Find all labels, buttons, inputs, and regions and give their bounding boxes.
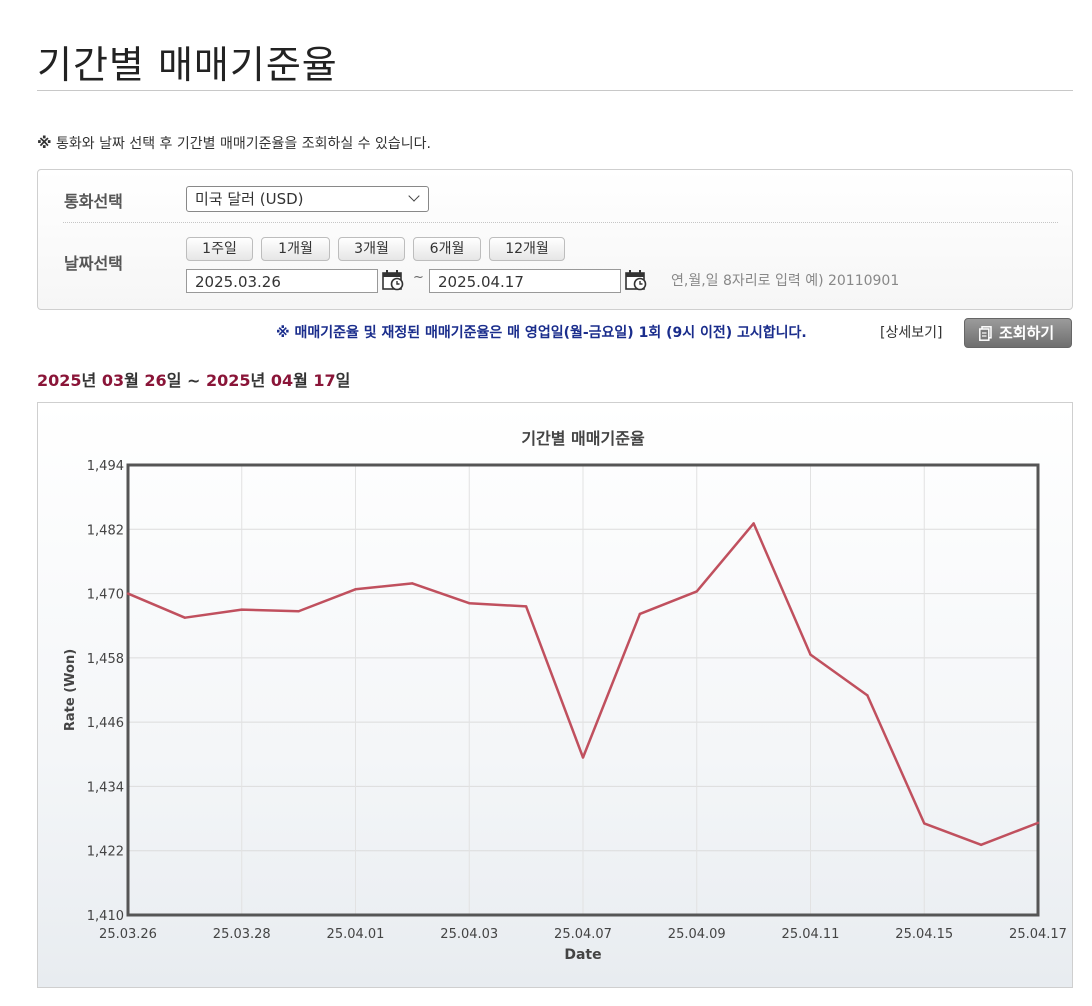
data-point bbox=[809, 653, 812, 656]
range-month-unit: 월 bbox=[293, 371, 308, 390]
range-month-unit: 월 bbox=[124, 371, 139, 390]
chevron-down-icon bbox=[408, 190, 420, 202]
data-point bbox=[1036, 821, 1040, 825]
range-year-unit: 년 bbox=[250, 371, 266, 390]
notice-message: 통화와 날짜 선택 후 기간별 매매기준율을 조회하실 수 있습니다. bbox=[51, 136, 431, 152]
currency-label: 통화선택 bbox=[64, 192, 123, 211]
y-tick-label: 1,458 bbox=[87, 652, 124, 667]
date-format-hint: 연,월,일 8자리로 입력 예) 20110901 bbox=[671, 273, 900, 289]
data-point bbox=[468, 602, 471, 605]
page-title: 기간별 매매기준율 bbox=[37, 43, 338, 87]
y-tick-label: 1,410 bbox=[87, 909, 124, 924]
data-point bbox=[695, 590, 698, 593]
x-tick-label: 25.03.28 bbox=[213, 927, 271, 942]
data-point bbox=[183, 616, 187, 619]
currency-select[interactable]: 미국 달러 (USD) bbox=[186, 186, 429, 212]
data-point bbox=[638, 612, 642, 616]
x-tick-label: 25.04.01 bbox=[327, 927, 385, 942]
x-tick-label: 25.04.11 bbox=[782, 927, 840, 942]
range-start-day: 26 bbox=[144, 371, 167, 390]
x-tick-label: 25.04.15 bbox=[895, 927, 953, 942]
data-point bbox=[240, 608, 243, 611]
range-start-year: 2025 bbox=[37, 371, 82, 390]
query-button[interactable]: 조회하기 bbox=[964, 318, 1072, 348]
x-tick-label: 25.03.26 bbox=[99, 927, 157, 942]
range-end-day: 17 bbox=[313, 371, 336, 390]
x-tick-label: 25.04.17 bbox=[1009, 927, 1067, 942]
y-tick-label: 1,482 bbox=[87, 523, 124, 538]
line-chart-svg: 기간별 매매기준율 Rate (Won) Date 1,410 1,422 1,43… bbox=[63, 429, 1067, 963]
range-day-unit: 일 bbox=[335, 371, 351, 390]
x-tick-label: 25.04.03 bbox=[440, 927, 498, 942]
range-separator: ~ bbox=[181, 371, 206, 390]
x-tick-label: 25.04.09 bbox=[668, 927, 726, 942]
data-point bbox=[979, 843, 983, 847]
calendar-icon[interactable] bbox=[382, 269, 404, 291]
currency-select-value: 미국 달러 (USD) bbox=[195, 190, 304, 208]
notice-warning: ※ 매매기준율 및 재정된 매매기준율은 매 영업일(월-금요일) 1회 (9시… bbox=[276, 325, 807, 341]
data-point bbox=[581, 756, 585, 759]
data-point bbox=[126, 592, 130, 595]
plot-area-frame bbox=[126, 463, 1040, 917]
search-panel: 통화선택 미국 달러 (USD) 날짜선택 1주일 1개월 3개월 6개월 12… bbox=[37, 169, 1073, 310]
range-year-unit: 년 bbox=[81, 371, 97, 390]
data-point bbox=[866, 694, 869, 697]
period-12month-button[interactable]: 12개월 bbox=[489, 237, 565, 261]
y-tick-label: 1,470 bbox=[87, 588, 124, 603]
start-date-input[interactable]: 2025.03.26 bbox=[186, 269, 378, 293]
period-6month-button[interactable]: 6개월 bbox=[413, 237, 481, 261]
y-tick-label: 1,422 bbox=[87, 845, 124, 860]
rate-chart: 기간별 매매기준율 Rate (Won) Date 1,410 1,422 1,43… bbox=[37, 402, 1073, 988]
data-point bbox=[354, 588, 357, 591]
x-tick-label: 25.04.07 bbox=[554, 927, 612, 942]
x-axis-label: Date bbox=[564, 947, 601, 963]
period-1month-button[interactable]: 1개월 bbox=[261, 237, 330, 261]
document-icon bbox=[979, 326, 992, 341]
date-range-summary: 2025년 03월 26일 ~ 2025년 04월 17일 bbox=[37, 367, 350, 391]
y-tick-label: 1,494 bbox=[87, 459, 124, 474]
y-axis-label: Rate (Won) bbox=[63, 649, 78, 731]
data-point bbox=[923, 822, 926, 825]
title-divider bbox=[37, 90, 1073, 91]
data-point bbox=[411, 582, 414, 585]
y-tick-label: 1,446 bbox=[87, 716, 124, 731]
detail-link[interactable]: [상세보기] bbox=[880, 325, 943, 341]
query-button-label: 조회하기 bbox=[999, 324, 1055, 342]
date-label: 날짜선택 bbox=[64, 254, 123, 273]
range-end-month: 04 bbox=[270, 371, 294, 390]
end-date-input[interactable]: 2025.04.17 bbox=[429, 269, 621, 293]
date-range-separator: ~ bbox=[413, 270, 424, 285]
range-start-month: 03 bbox=[101, 371, 125, 390]
data-point bbox=[524, 605, 528, 608]
chart-title: 기간별 매매기준율 bbox=[521, 429, 645, 448]
data-point bbox=[752, 522, 755, 525]
period-3month-button[interactable]: 3개월 bbox=[338, 237, 405, 261]
notice-text: ※ 통화와 날짜 선택 후 기간별 매매기준율을 조회하실 수 있습니다. bbox=[37, 133, 431, 153]
data-point bbox=[297, 610, 300, 613]
period-1week-button[interactable]: 1주일 bbox=[186, 237, 253, 261]
range-end-year: 2025 bbox=[205, 371, 251, 390]
range-day-unit: 일 bbox=[166, 371, 182, 390]
y-tick-label: 1,434 bbox=[87, 780, 124, 795]
notice-mark: ※ bbox=[37, 134, 52, 152]
calendar-icon[interactable] bbox=[625, 269, 647, 291]
row-divider bbox=[63, 222, 1058, 223]
